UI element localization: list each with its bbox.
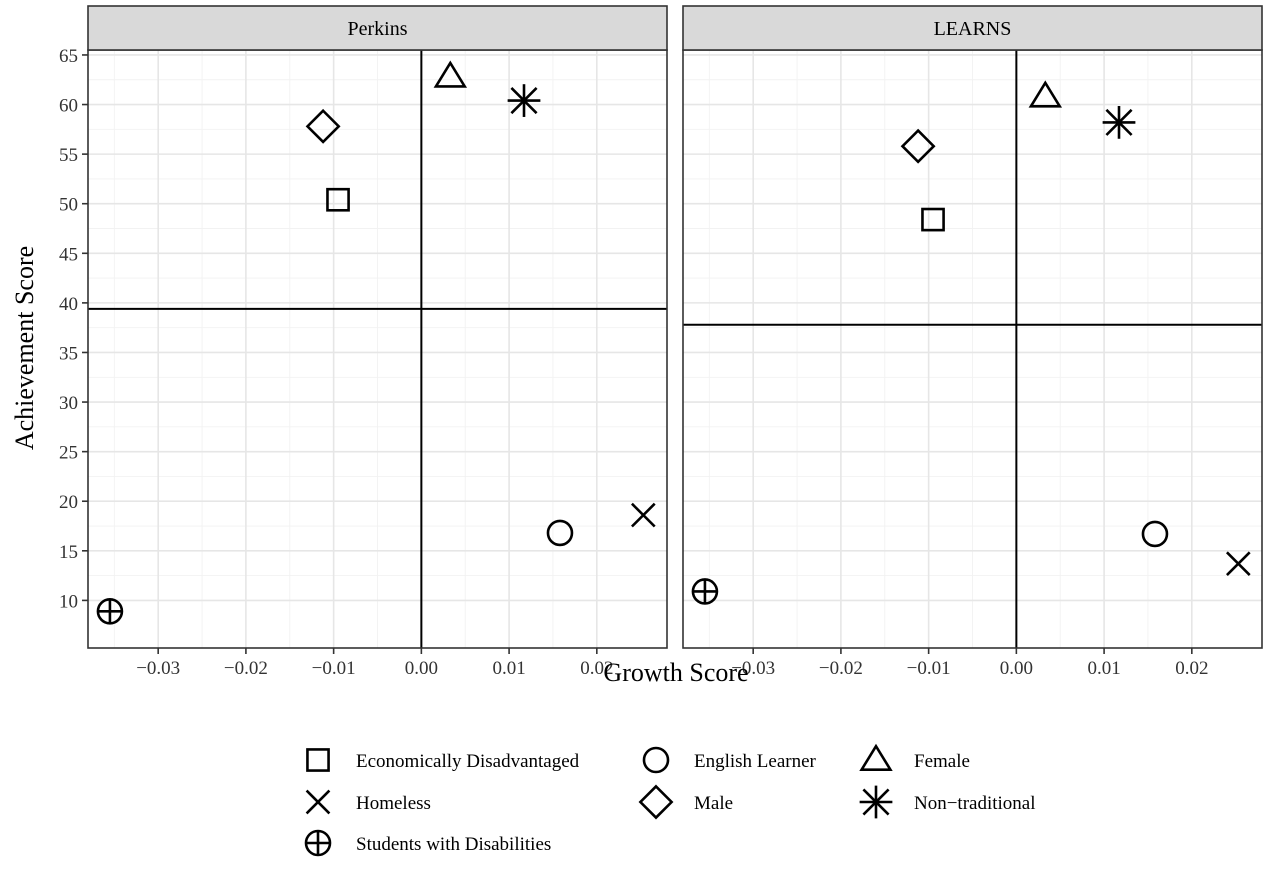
y-tick-label: 60 bbox=[59, 96, 78, 117]
legend-label: Economically Disadvantaged bbox=[356, 751, 580, 772]
y-tick-label: 25 bbox=[59, 443, 78, 464]
data-point-economically-disadvantaged bbox=[326, 187, 350, 212]
y-tick-label: 20 bbox=[59, 492, 78, 513]
panels-layer: Perkins −0.03 −0.02 −0.01 0.00 0.01 0.02 10 15 20… bbox=[59, 5, 1263, 679]
y-tick-label: 15 bbox=[59, 542, 78, 563]
panel-perkins: Perkins −0.03 −0.02 −0.01 0.00 0.01 0.02 10 15 20… bbox=[59, 5, 668, 679]
x-tick-label: −0.01 bbox=[312, 658, 356, 679]
x-tick-label: 0.00 bbox=[405, 658, 438, 679]
data-point-english-learner bbox=[1141, 520, 1169, 548]
grid bbox=[88, 50, 667, 648]
x-axis-title: Growth Score bbox=[603, 658, 748, 687]
data-point-female bbox=[1028, 80, 1063, 108]
legend-label: Non−traditional bbox=[914, 793, 1036, 814]
panel-learns: LEARNS −0.03 −0.02 −0.01 0.00 0.01 0.02 bbox=[682, 5, 1263, 679]
legend-key-cross-icon bbox=[305, 789, 331, 815]
data-point-english-learner bbox=[546, 519, 574, 547]
x-tick-label: −0.03 bbox=[731, 658, 775, 679]
y-tick-label: 55 bbox=[59, 145, 78, 166]
legend-label: Male bbox=[694, 793, 733, 814]
data-point-economically-disadvantaged bbox=[921, 207, 945, 232]
y-tick-label: 45 bbox=[59, 244, 78, 265]
legend-label: English Learner bbox=[694, 751, 817, 772]
data-point-male bbox=[900, 128, 936, 164]
x-tick-label: −0.01 bbox=[907, 658, 951, 679]
legend-key-triangle-icon bbox=[859, 743, 893, 771]
legend-item-male: Male bbox=[638, 784, 733, 820]
panel-strip bbox=[682, 5, 1263, 51]
data-point-male bbox=[305, 108, 341, 144]
data-point-non-traditional bbox=[1102, 106, 1136, 139]
legend-key-circle-plus-icon bbox=[304, 829, 332, 857]
x-tick-label: −0.03 bbox=[136, 658, 180, 679]
legend-item-female: Female bbox=[859, 743, 970, 772]
x-tick-label: −0.02 bbox=[224, 658, 268, 679]
legend-key-circle-icon bbox=[642, 746, 670, 774]
legend-item-english-learner: English Learner bbox=[642, 746, 817, 774]
legend-label: Female bbox=[914, 751, 970, 772]
legend-key-diamond-icon bbox=[638, 784, 674, 820]
data-point-students-with-disabilities bbox=[96, 598, 124, 625]
data-point-students-with-disabilities bbox=[691, 578, 719, 605]
y-axis-title: Achievement Score bbox=[10, 246, 39, 450]
legend: Economically Disadvantaged English Learne… bbox=[304, 743, 1036, 857]
legend-item-students-with-disabilities: Students with Disabilities bbox=[304, 829, 551, 857]
legend-label: Homeless bbox=[356, 793, 431, 814]
y-tick-label: 65 bbox=[59, 46, 78, 67]
legend-item-economically-disadvantaged: Economically Disadvantaged bbox=[306, 748, 580, 772]
legend-label: Students with Disabilities bbox=[356, 834, 551, 855]
y-tick-label: 10 bbox=[59, 591, 78, 612]
y-tick-label: 35 bbox=[59, 343, 78, 364]
panel-title: LEARNS bbox=[934, 18, 1012, 40]
x-tick-label: −0.02 bbox=[819, 658, 863, 679]
data-point-non-traditional bbox=[507, 84, 541, 117]
panel-strip bbox=[87, 5, 668, 51]
legend-item-non-traditional: Non−traditional bbox=[859, 785, 1036, 819]
y-tick-label: 30 bbox=[59, 393, 78, 414]
panel-title: Perkins bbox=[348, 18, 408, 40]
data-point-homeless bbox=[630, 502, 656, 528]
legend-key-asterisk-icon bbox=[859, 785, 893, 819]
x-tick-label: 0.01 bbox=[1087, 658, 1120, 679]
x-tick-label: 0.01 bbox=[492, 658, 525, 679]
y-tick-label: 50 bbox=[59, 195, 78, 216]
legend-item-homeless: Homeless bbox=[305, 789, 431, 815]
x-tick-label: 0.02 bbox=[580, 658, 613, 679]
x-tick-label: 0.02 bbox=[1175, 658, 1208, 679]
grid bbox=[683, 50, 1262, 648]
data-point-homeless bbox=[1225, 551, 1251, 577]
y-tick-label: 40 bbox=[59, 294, 78, 315]
data-point-female bbox=[433, 60, 468, 88]
legend-key-square-icon bbox=[306, 748, 330, 772]
x-tick-label: 0.00 bbox=[1000, 658, 1033, 679]
